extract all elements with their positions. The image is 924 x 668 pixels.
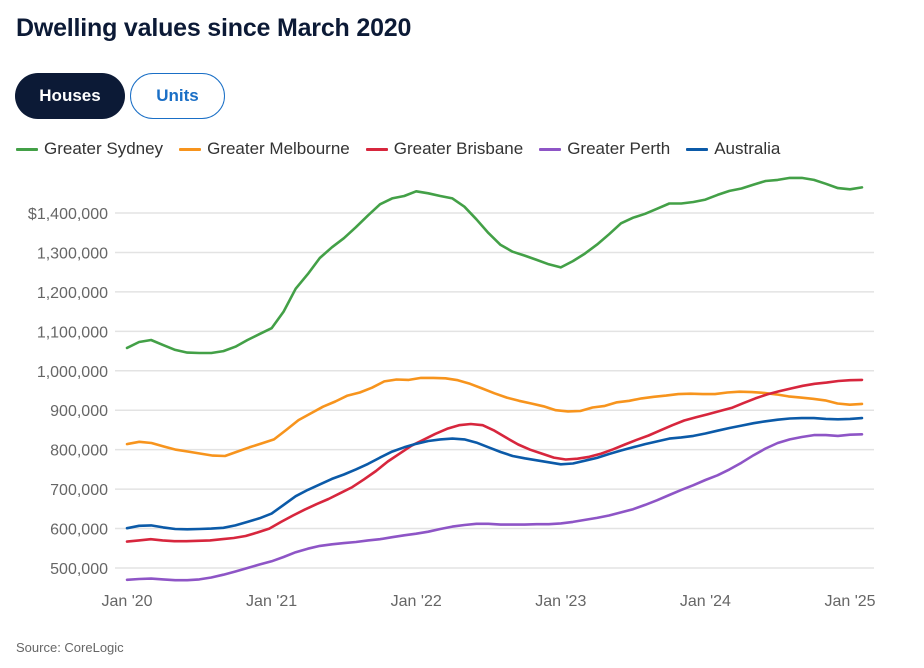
y-tick-label: 800,000 bbox=[50, 443, 108, 460]
legend-label: Greater Sydney bbox=[44, 139, 164, 158]
series-line-greater-perth[interactable] bbox=[125, 432, 864, 582]
legend-item-greater-melbourne[interactable]: Greater Melbourne bbox=[179, 139, 350, 159]
legend-swatch bbox=[179, 147, 202, 151]
legend-label: Greater Melbourne bbox=[207, 139, 350, 158]
y-tick-label: 500,000 bbox=[50, 561, 108, 578]
legend-item-greater-brisbane[interactable]: Greater Brisbane bbox=[365, 139, 524, 159]
legend-label: Greater Perth bbox=[567, 139, 671, 158]
y-tick-label: 1,200,000 bbox=[37, 285, 108, 302]
x-tick-label: Jan '21 bbox=[246, 593, 297, 610]
x-tick-label: Jan '22 bbox=[391, 593, 442, 610]
legend-label: Greater Brisbane bbox=[393, 139, 524, 158]
y-tick-label: $1,400,000 bbox=[28, 206, 108, 223]
y-tick-label: 1,000,000 bbox=[37, 364, 108, 381]
x-tick-label: Jan '24 bbox=[680, 593, 731, 610]
legend-item-greater-sydney[interactable]: Greater Sydney bbox=[16, 139, 163, 159]
y-tick-label: 1,100,000 bbox=[37, 324, 108, 341]
chart-legend: Greater Sydney Greater Melbourne Greater… bbox=[16, 139, 796, 159]
y-tick-label: 600,000 bbox=[50, 522, 108, 539]
legend-item-greater-perth[interactable]: Greater Perth bbox=[539, 139, 670, 159]
y-tick-label: 1,300,000 bbox=[37, 245, 108, 262]
x-tick-label: Jan '20 bbox=[101, 593, 152, 610]
legend-label: Australia bbox=[714, 139, 781, 158]
source-note: Source: CoreLogic bbox=[16, 640, 124, 655]
houses-toggle-button[interactable]: Houses bbox=[15, 73, 125, 119]
y-tick-label: 700,000 bbox=[50, 482, 108, 499]
page-title: Dwelling values since March 2020 bbox=[16, 14, 412, 42]
series-line-australia[interactable] bbox=[125, 416, 864, 531]
units-toggle-button[interactable]: Units bbox=[130, 73, 225, 119]
y-tick-label: 900,000 bbox=[50, 403, 108, 420]
x-tick-label: Jan '25 bbox=[824, 593, 875, 610]
legend-swatch bbox=[16, 147, 38, 151]
legend-item-australia[interactable]: Australia bbox=[686, 139, 780, 159]
series-line-greater-melbourne[interactable] bbox=[125, 376, 864, 458]
series-line-greater-brisbane[interactable] bbox=[125, 378, 864, 543]
legend-swatch bbox=[539, 147, 562, 151]
series-line-greater-sydney[interactable] bbox=[125, 176, 864, 355]
x-tick-label: Jan '23 bbox=[535, 593, 586, 610]
legend-swatch bbox=[686, 147, 709, 151]
legend-swatch bbox=[365, 147, 388, 151]
